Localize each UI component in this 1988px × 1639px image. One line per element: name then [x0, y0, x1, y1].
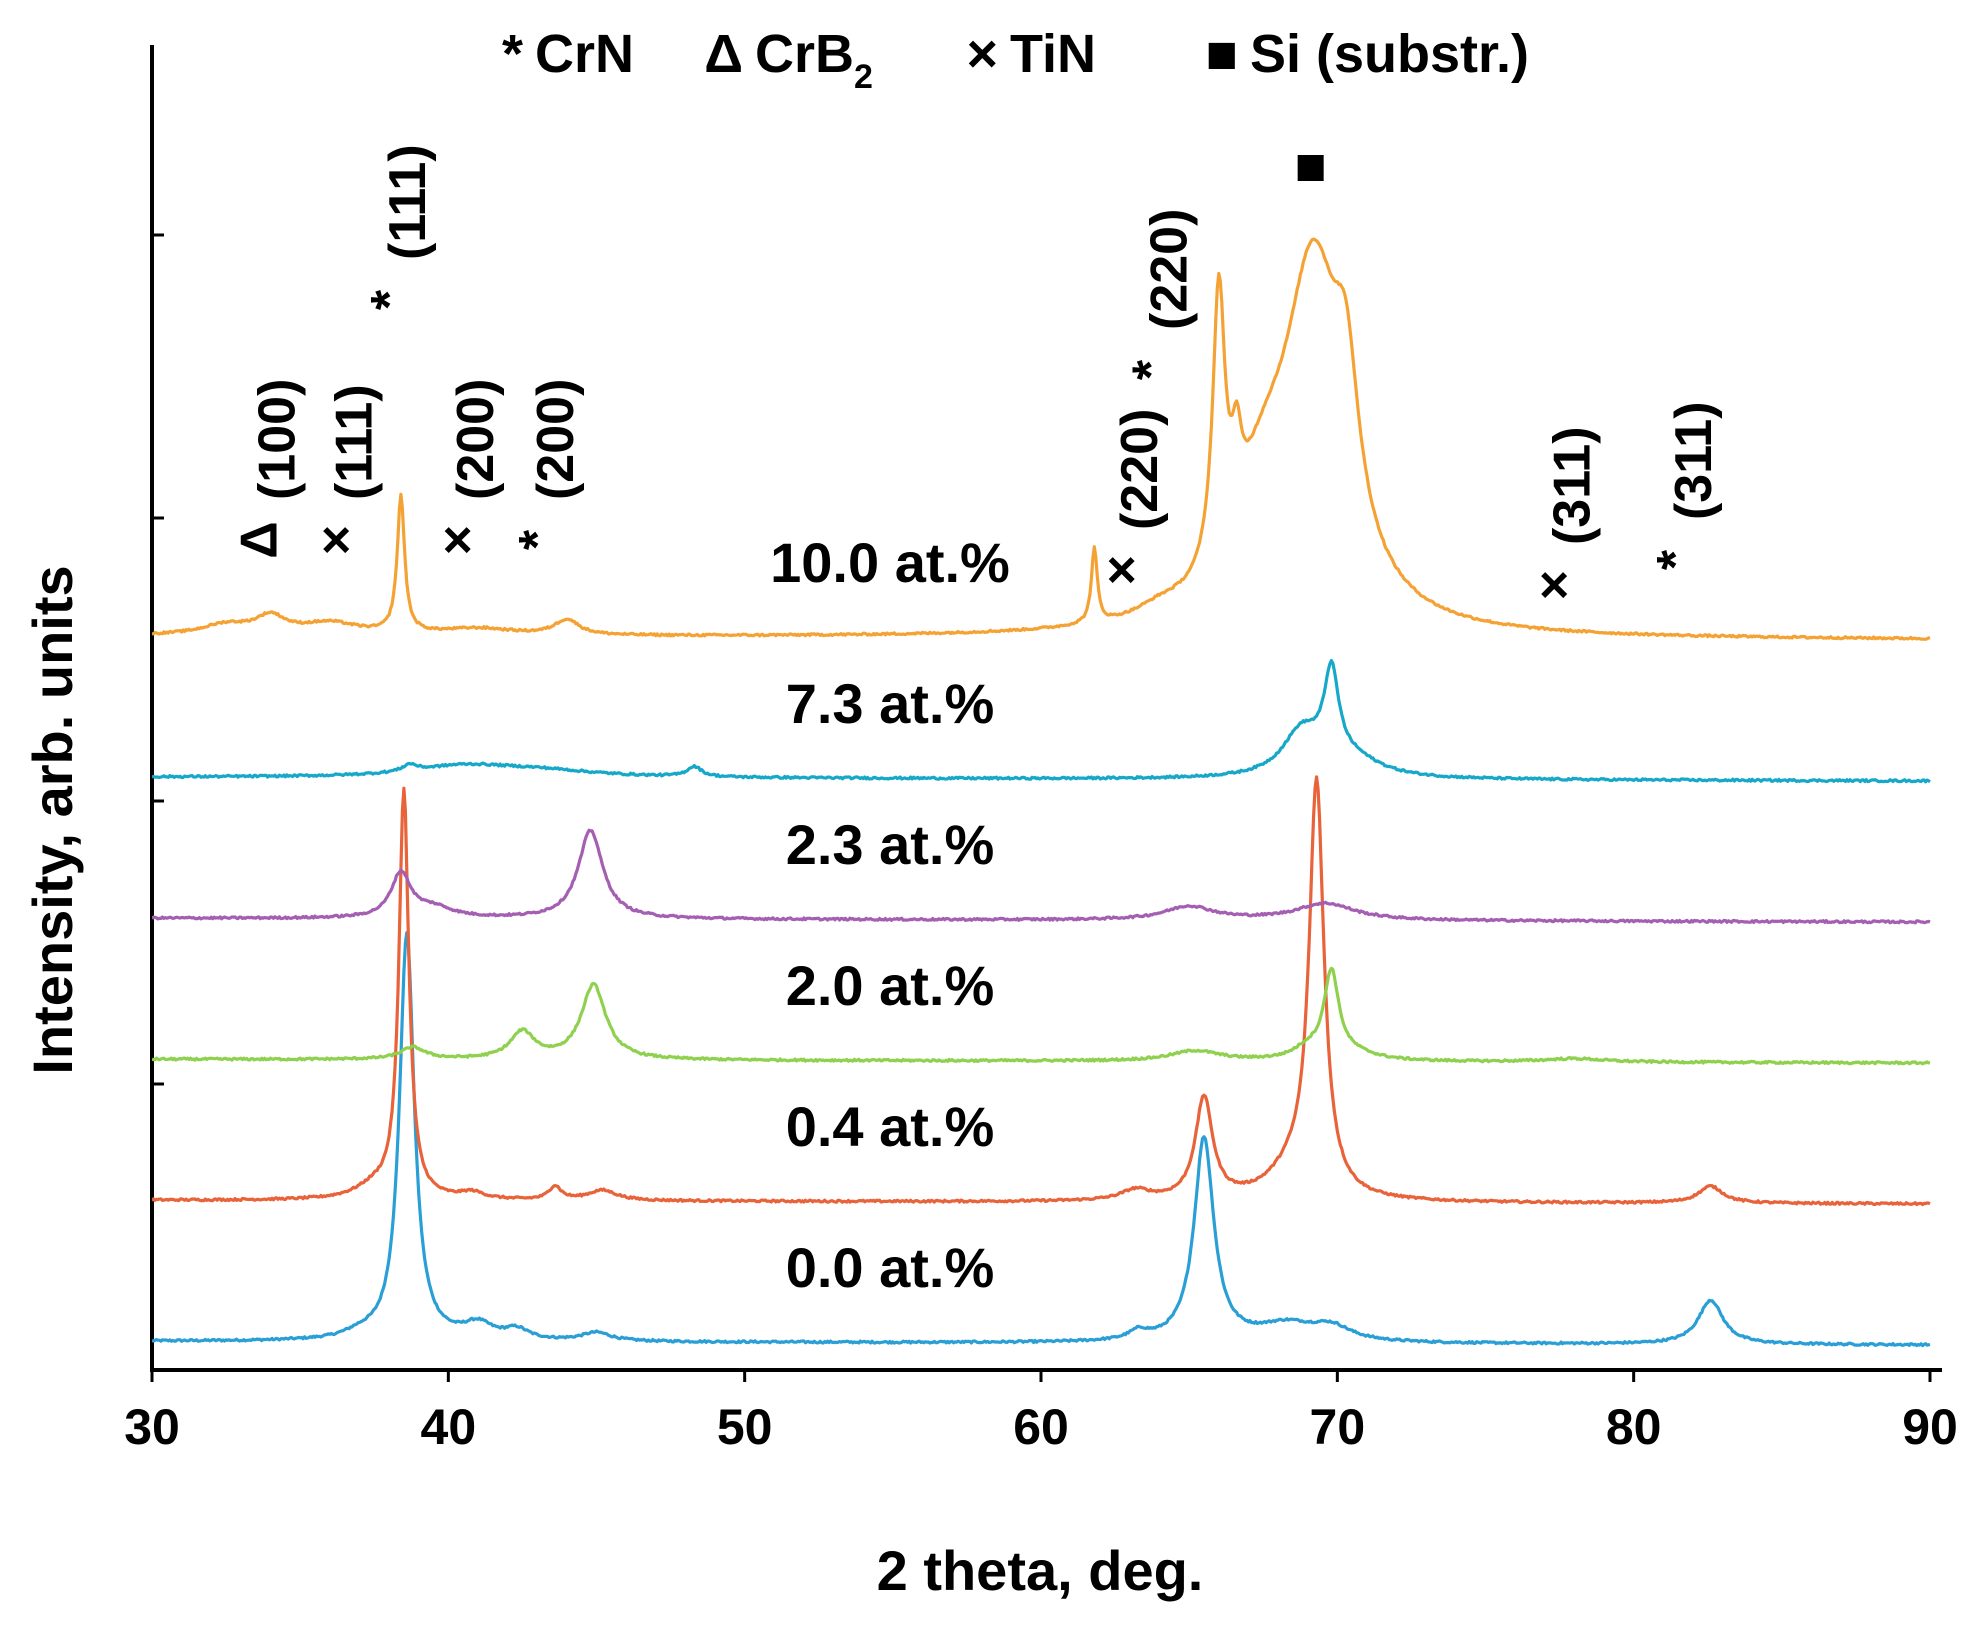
peak-marker: × [308, 525, 366, 555]
peak-label: (111) [326, 384, 384, 500]
peak-marker: * [509, 529, 567, 550]
x-tick-label: 90 [1902, 1399, 1958, 1455]
peak-marker: * [1122, 359, 1180, 380]
series-trace [152, 658, 1931, 784]
legend-subscript: 2 [854, 58, 873, 96]
series-label: 0.0 at.% [786, 1236, 995, 1299]
peak-label: (111) [379, 144, 437, 260]
x-tick-label: 50 [717, 1399, 773, 1455]
peak-label: (200) [447, 379, 505, 500]
series-trace [152, 775, 1931, 1207]
peak-label: (220) [1140, 209, 1198, 330]
peak-label: (100) [248, 379, 306, 500]
peak-marker: * [361, 289, 419, 310]
peak-label: (311) [1543, 426, 1601, 545]
axes: 30 40 50 60 70 80 90 [124, 45, 1958, 1455]
series-label: 0.4 at.% [786, 1095, 995, 1158]
series-trace [152, 828, 1931, 925]
legend-cross-icon: × [966, 24, 998, 84]
legend-asterisk-icon: * [502, 24, 523, 84]
peak-marker: * [1647, 549, 1705, 570]
x-tick-label: 80 [1606, 1399, 1662, 1455]
legend-triangle-icon: Δ [704, 24, 743, 84]
series-label: 2.3 at.% [786, 813, 995, 876]
x-ticks: 30 40 50 60 70 80 90 [124, 1370, 1958, 1455]
peak-annotations: Δ(100)×(111)*(111)×(200)*(200)×(220)*(22… [230, 144, 1722, 600]
legend: * CrN Δ CrB2 × TiN ■ Si (substr.) [502, 24, 1529, 96]
x-tick-label: 40 [421, 1399, 477, 1455]
series-layer [152, 237, 1931, 1348]
x-tick-label: 30 [124, 1399, 180, 1455]
legend-label: CrB2 [755, 24, 873, 96]
legend-label: CrN [535, 24, 634, 84]
x-axis-title: 2 theta, deg. [877, 1539, 1204, 1602]
peak-label: (311) [1665, 401, 1723, 520]
series-trace [152, 931, 1931, 1348]
y-axis-title: Intensity, arb. units [21, 565, 84, 1074]
series-trace [152, 966, 1931, 1066]
peak-label: (200) [527, 379, 585, 500]
peak-marker: × [1093, 555, 1151, 585]
peak-label: (220) [1111, 409, 1169, 530]
legend-label: Si (substr.) [1250, 24, 1529, 84]
series-trace [152, 237, 1931, 641]
series-label: 10.0 at.% [770, 531, 1010, 594]
series-label: 7.3 at.% [786, 672, 995, 735]
si-substrate-marker [1297, 155, 1324, 181]
series-label: 2.0 at.% [786, 954, 995, 1017]
x-tick-label: 60 [1013, 1399, 1069, 1455]
series-labels: 0.0 at.% 0.4 at.% 2.0 at.% 2.3 at.% 7.3 at.%… [770, 531, 1010, 1299]
y-ticks [152, 233, 164, 1086]
x-tick-label: 70 [1310, 1399, 1366, 1455]
peak-marker: × [429, 525, 487, 555]
legend-square-icon: ■ [1205, 24, 1238, 84]
peak-marker: × [1525, 570, 1583, 600]
peak-marker: Δ [230, 521, 288, 558]
legend-label: TiN [1010, 24, 1096, 84]
